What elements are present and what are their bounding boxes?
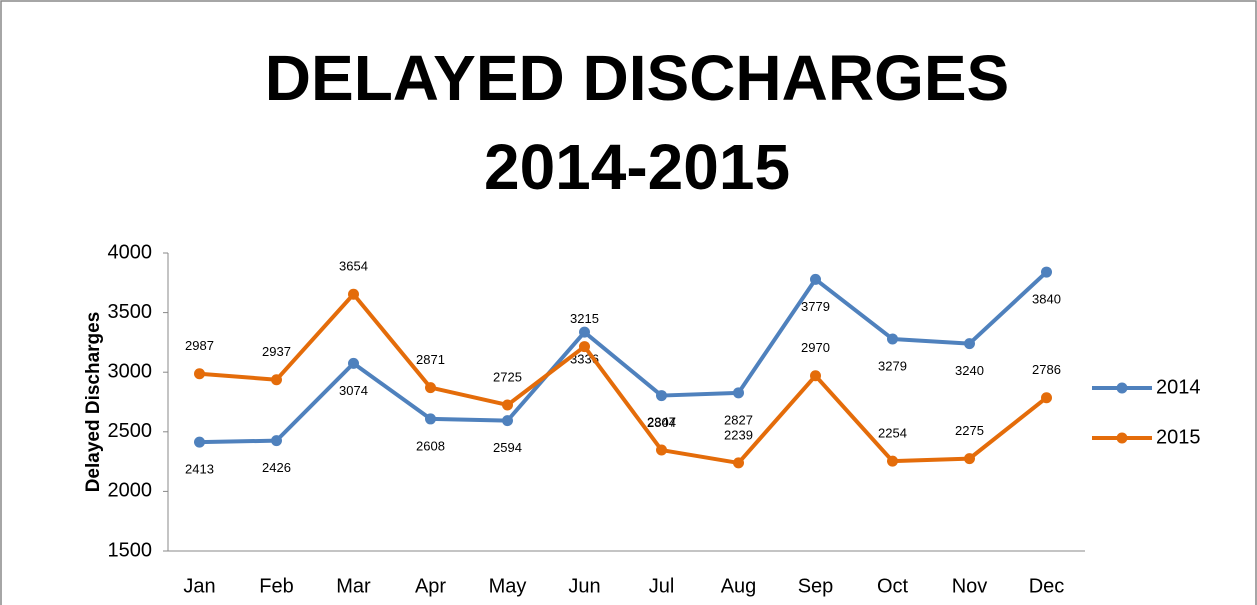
data-point (579, 326, 590, 338)
data-label: 2426 (262, 460, 291, 475)
data-label: 2347 (647, 414, 676, 429)
data-label: 3279 (878, 358, 907, 373)
data-point (810, 370, 821, 382)
x-tick-label: Sep (798, 575, 834, 597)
data-point (656, 390, 667, 402)
y-tick-label: 2000 (108, 480, 153, 502)
data-point (887, 333, 898, 345)
x-tick-label: Dec (1029, 575, 1065, 597)
x-tick-label: May (489, 575, 527, 597)
data-label: 2239 (724, 427, 753, 442)
data-label: 2970 (801, 340, 830, 355)
data-point (656, 444, 667, 456)
data-label: 2608 (416, 438, 445, 453)
data-point (733, 457, 744, 469)
data-point (271, 374, 282, 386)
data-point (502, 399, 513, 411)
data-point (964, 338, 975, 350)
data-point (271, 435, 282, 447)
data-label: 2254 (878, 426, 907, 441)
x-tick-label: Oct (877, 575, 909, 597)
series-line (199, 292, 1048, 465)
data-label: 2275 (955, 423, 984, 438)
legend-marker (1116, 432, 1128, 444)
data-label: 3654 (339, 259, 368, 274)
data-point (1041, 392, 1052, 404)
data-point (502, 415, 513, 427)
data-point (810, 273, 821, 285)
y-tick-label: 3000 (108, 360, 153, 382)
data-label: 2804 (647, 415, 676, 430)
data-label: 3215 (570, 311, 599, 326)
data-point (733, 387, 744, 399)
data-label: 3840 (1032, 292, 1061, 307)
data-label: 2725 (493, 369, 522, 384)
data-label: 2871 (416, 352, 445, 367)
y-axis-label: Delayed Discharges (83, 312, 104, 493)
x-tick-label: Mar (336, 575, 371, 597)
y-tick-label: 2500 (108, 420, 153, 442)
data-label: 2987 (185, 338, 214, 353)
data-point (1041, 266, 1052, 278)
data-point (887, 455, 898, 467)
x-tick-label: Jan (183, 575, 215, 597)
data-label: 2937 (262, 344, 291, 359)
data-label: 3779 (801, 299, 830, 314)
chart-title: 2014-2015 (484, 131, 790, 203)
data-label: 3240 (955, 363, 984, 378)
x-tick-label: Aug (721, 575, 757, 597)
x-tick-label: Apr (415, 575, 446, 597)
data-label: 2786 (1032, 362, 1061, 377)
data-label: 2594 (493, 440, 522, 455)
data-label: 2827 (724, 412, 753, 427)
data-label: 3074 (339, 383, 368, 398)
x-tick-label: Jul (649, 575, 675, 597)
data-point (194, 368, 205, 380)
legend-label: 2015 (1156, 426, 1201, 448)
chart-title: DELAYED DISCHARGES (265, 42, 1009, 114)
data-point (579, 341, 590, 353)
data-point (348, 288, 359, 300)
data-point (425, 382, 436, 394)
legend-marker (1116, 382, 1128, 394)
y-tick-label: 3500 (108, 301, 153, 323)
series-line (199, 270, 1048, 445)
x-tick-label: Nov (952, 575, 988, 597)
y-tick-label: 1500 (108, 539, 153, 561)
legend-label: 2014 (1156, 376, 1201, 398)
data-point (425, 413, 436, 425)
data-label: 2413 (185, 462, 214, 477)
y-tick-label: 4000 (108, 241, 153, 263)
x-tick-label: Feb (259, 575, 293, 597)
data-point (964, 453, 975, 465)
data-point (348, 357, 359, 369)
x-tick-label: Jun (568, 575, 600, 597)
data-point (194, 436, 205, 448)
